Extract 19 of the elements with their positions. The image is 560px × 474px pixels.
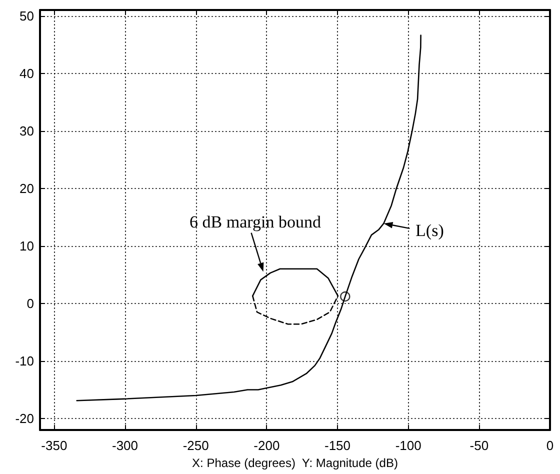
y-tick-label: -20 bbox=[15, 410, 34, 426]
y-tick-label: 30 bbox=[20, 123, 34, 138]
y-tick-label: 10 bbox=[20, 238, 34, 254]
annotation: L(s) bbox=[416, 220, 444, 240]
x-tick-label: -100 bbox=[395, 438, 422, 453]
y-tick-label: 50 bbox=[20, 8, 34, 24]
x-tick-label: -250 bbox=[182, 438, 209, 453]
x-tick-label: -350 bbox=[41, 438, 68, 453]
y-tick-label: -10 bbox=[15, 353, 34, 368]
x-tick-label: -300 bbox=[112, 438, 138, 453]
x-axis-title: X: Phase (degrees) Y: Magnitude (dB) bbox=[192, 456, 398, 470]
x-tick-label: -150 bbox=[324, 438, 351, 453]
y-tick-label: 20 bbox=[20, 180, 34, 196]
y-tick-label: 0 bbox=[26, 296, 34, 311]
x-tick-label: -200 bbox=[254, 438, 280, 453]
annotation: 6 dB margin bound bbox=[190, 212, 322, 232]
x-tick-label: -50 bbox=[470, 438, 489, 453]
x-tick-label: 0 bbox=[546, 438, 554, 453]
y-tick-label: 40 bbox=[20, 66, 34, 81]
